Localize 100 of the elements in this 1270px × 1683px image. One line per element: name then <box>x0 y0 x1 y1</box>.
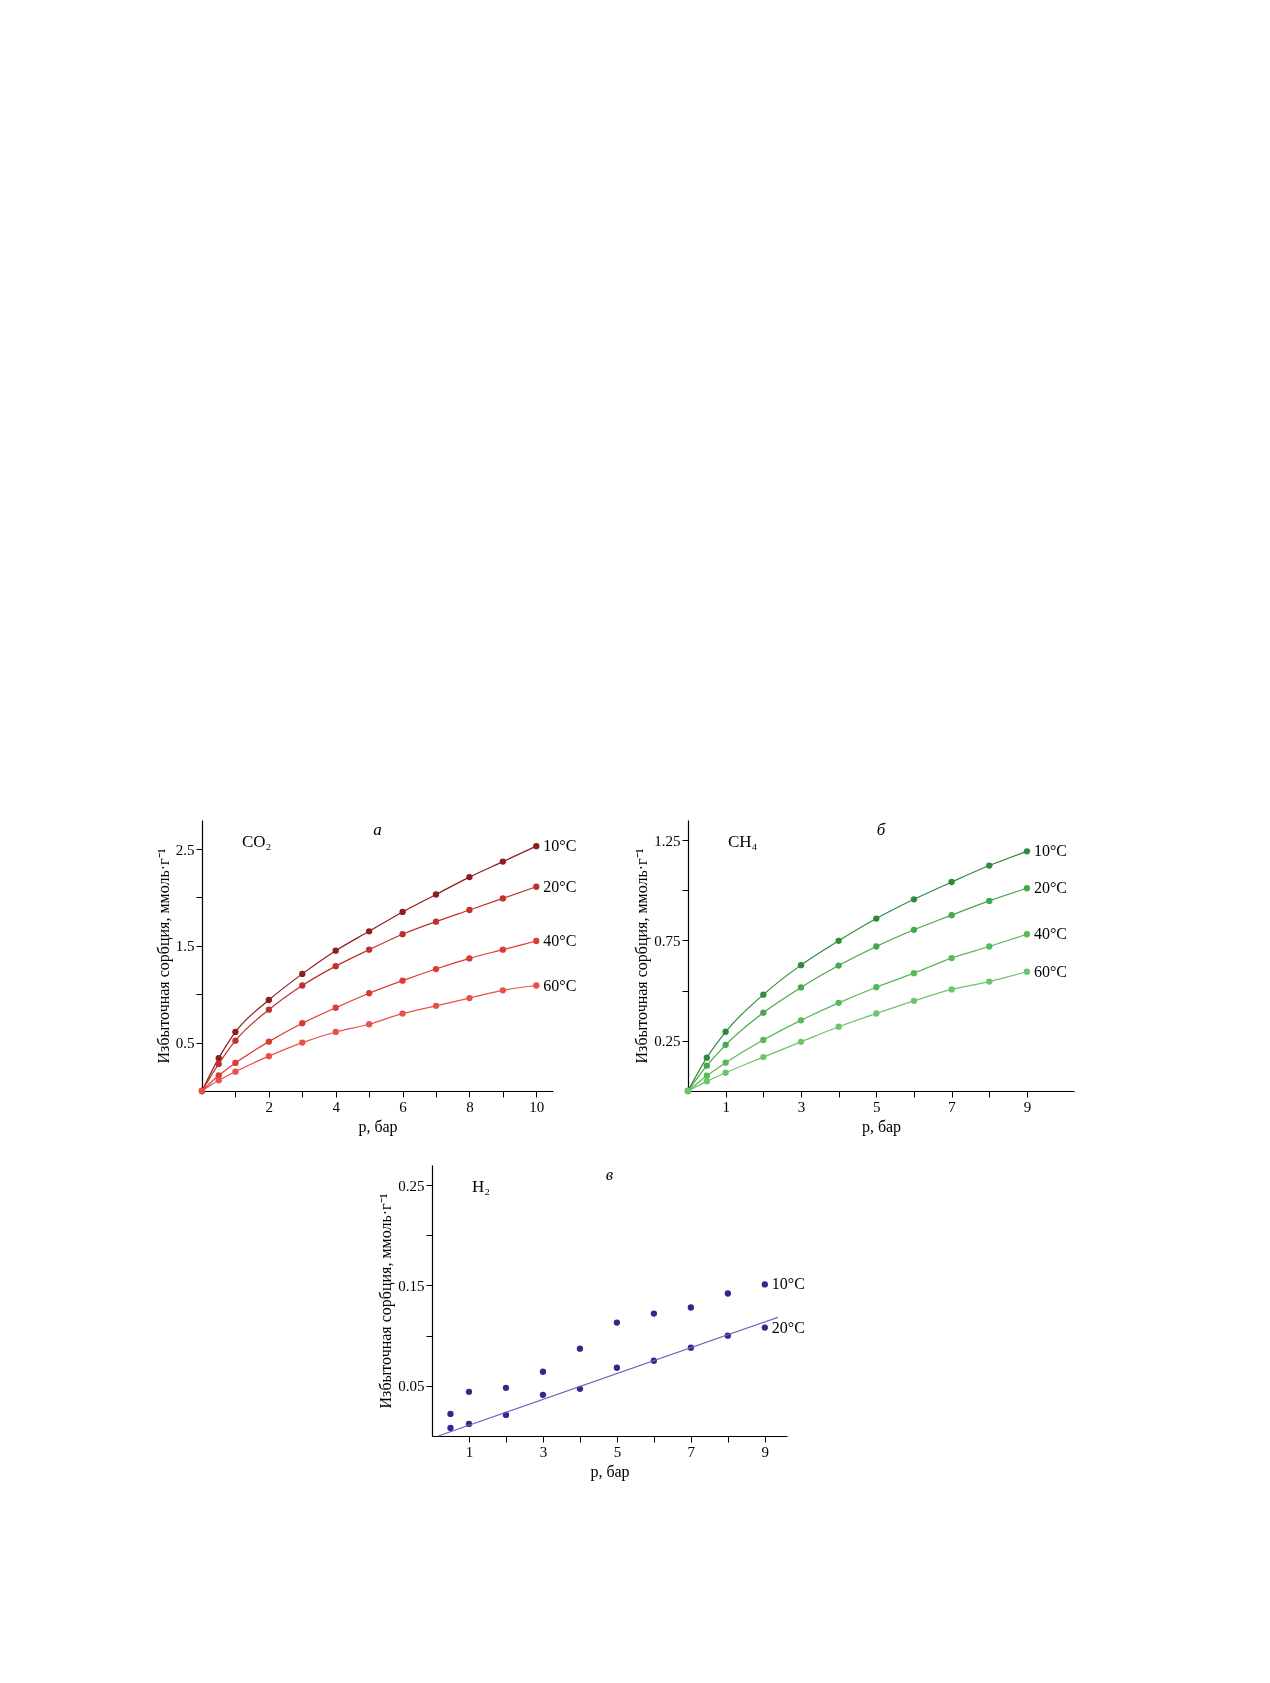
point <box>465 1388 473 1395</box>
y-tick-label: 1.5 <box>175 938 195 955</box>
chart-title: в <box>605 1165 614 1184</box>
point <box>703 1062 710 1069</box>
point <box>539 1391 547 1398</box>
x-axis-title: p, бар <box>590 1462 630 1481</box>
chart-title: а <box>373 820 382 839</box>
point <box>299 1020 306 1027</box>
point <box>1023 848 1031 855</box>
point <box>332 1028 339 1036</box>
series-label: 10°C <box>543 837 577 855</box>
x-tick-label: 3 <box>797 1098 806 1115</box>
point <box>986 943 993 950</box>
point <box>650 1310 658 1317</box>
point <box>533 937 540 945</box>
series-label: 20°C <box>771 1318 805 1336</box>
point <box>365 990 373 997</box>
series-label: 40°C <box>1033 925 1067 943</box>
point <box>948 986 955 993</box>
x-tick-label: 1 <box>722 1098 730 1115</box>
point <box>948 912 955 919</box>
point <box>910 926 918 933</box>
point <box>835 999 842 1007</box>
x-tick-label: 7 <box>687 1443 696 1460</box>
point <box>722 1041 729 1048</box>
point <box>722 1028 729 1035</box>
point <box>533 982 540 989</box>
point <box>760 1009 767 1016</box>
point <box>948 954 955 962</box>
point <box>432 891 440 898</box>
point <box>299 970 306 978</box>
point <box>797 1038 805 1045</box>
point <box>232 1068 239 1075</box>
point <box>986 862 993 869</box>
point <box>332 962 339 970</box>
x-tick-label: 10 <box>529 1098 545 1115</box>
y-tick-label: 0.25 <box>654 1033 681 1050</box>
point <box>499 895 507 902</box>
point <box>797 984 805 991</box>
point <box>432 965 440 973</box>
x-tick-label: 4 <box>332 1098 341 1115</box>
point <box>399 977 406 984</box>
y-axis-title: Избыточная сорбция, ммоль·г⁻¹ <box>377 1193 396 1409</box>
point <box>539 1368 547 1375</box>
point <box>613 1364 621 1371</box>
point <box>761 1281 768 1288</box>
point <box>466 873 473 881</box>
point <box>1023 931 1031 938</box>
point <box>613 1319 621 1326</box>
x-tick-label: 9 <box>1023 1098 1032 1115</box>
point <box>232 1059 239 1067</box>
x-tick-label: 6 <box>399 1098 408 1115</box>
x-tick-label: 9 <box>761 1443 770 1460</box>
point <box>215 1060 222 1068</box>
y-tick-label: 0.15 <box>398 1277 425 1294</box>
series-label: 10°C <box>1033 842 1067 860</box>
series-label: 40°C <box>543 931 577 949</box>
point <box>332 947 339 954</box>
point <box>703 1054 710 1061</box>
point <box>215 1054 222 1062</box>
point <box>687 1304 695 1311</box>
point <box>1023 968 1031 975</box>
point <box>533 883 540 890</box>
x-tick-label: 8 <box>466 1098 474 1115</box>
point <box>265 1053 273 1060</box>
point <box>576 1345 584 1352</box>
point <box>365 1021 373 1028</box>
x-tick-label: 5 <box>613 1443 622 1460</box>
point <box>986 978 993 985</box>
annotation: CH₄ <box>728 832 758 851</box>
point <box>873 943 880 950</box>
x-tick-label: 1 <box>465 1443 474 1460</box>
point <box>760 1036 767 1044</box>
point <box>299 982 306 989</box>
point <box>499 946 507 953</box>
point <box>399 908 406 916</box>
annotation: H₂ <box>472 1177 491 1196</box>
point <box>447 1410 454 1418</box>
point <box>835 1023 842 1030</box>
point <box>948 878 955 886</box>
point <box>910 896 918 903</box>
point <box>265 996 273 1004</box>
point <box>1023 885 1031 892</box>
point <box>797 1017 805 1024</box>
point <box>466 955 473 962</box>
point <box>432 918 440 925</box>
y-tick-label: 2.5 <box>175 841 195 858</box>
x-tick-label: 7 <box>948 1098 957 1115</box>
y-tick-label: 1.25 <box>654 832 681 849</box>
y-tick-label: 0.05 <box>398 1378 425 1395</box>
series-label: 20°C <box>543 877 577 895</box>
y-axis-title: Избыточная сорбция, ммоль·г⁻¹ <box>154 848 173 1064</box>
x-tick-label: 3 <box>539 1443 548 1460</box>
point <box>466 906 473 914</box>
point <box>232 1028 239 1036</box>
point <box>986 897 993 905</box>
point <box>299 1039 306 1046</box>
x-axis-title: p, бар <box>861 1117 902 1136</box>
x-axis-title: p, бар <box>358 1117 398 1136</box>
series-label: 20°C <box>1033 879 1067 897</box>
